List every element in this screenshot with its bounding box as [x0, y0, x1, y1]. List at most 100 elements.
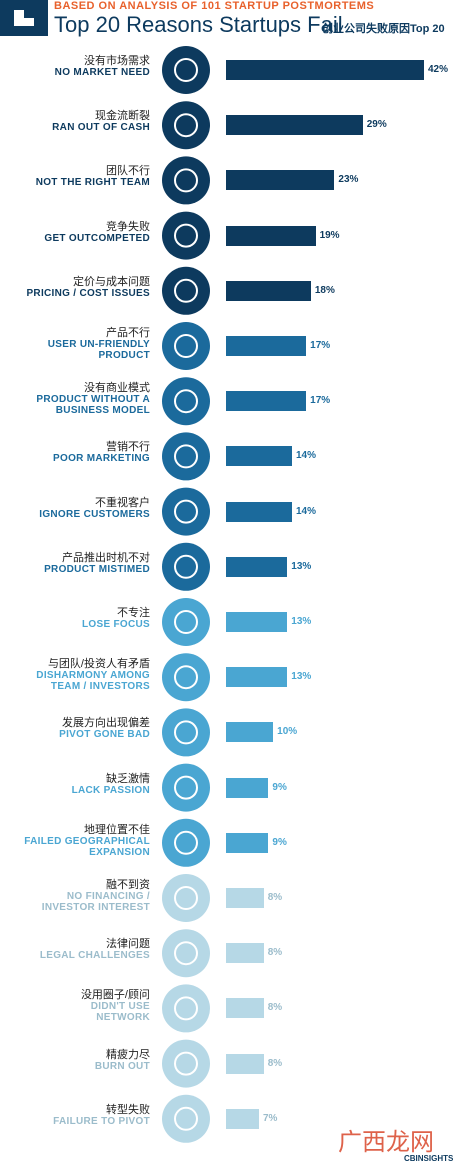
value-label: 14%	[296, 505, 317, 517]
bar	[226, 115, 363, 136]
icon-detail	[174, 389, 198, 414]
label-cn: 融不到资	[106, 879, 150, 891]
label-en: LEGAL CHALLENGES	[39, 950, 150, 962]
value-label: 8%	[267, 1002, 283, 1014]
icon	[162, 653, 210, 702]
value-label: 14%	[296, 450, 317, 462]
label-en: BURN OUT	[94, 1060, 150, 1072]
icon-detail	[174, 610, 198, 634]
icon-detail	[174, 941, 198, 966]
label-cn: 法律问题	[106, 938, 150, 951]
value-label: 19%	[319, 229, 340, 241]
bar	[226, 888, 264, 908]
label-cn: 缺乏激情	[106, 772, 150, 785]
icon-detail	[174, 720, 198, 745]
value-label: 9%	[272, 836, 287, 848]
label-cn: 营销不行	[106, 441, 150, 454]
bar	[226, 667, 288, 688]
icon	[162, 1094, 210, 1143]
label-cn: 现金流断裂	[95, 110, 150, 123]
label-en: FAILED GEOGRAPHICAL EXPANSION	[24, 835, 150, 858]
label-cn: 发展方向出现偏差	[62, 717, 150, 730]
icon	[162, 266, 210, 315]
icon-detail	[174, 499, 198, 524]
bar	[226, 170, 335, 191]
icon-detail	[174, 996, 198, 1021]
value-label: 13%	[291, 671, 312, 683]
value-label: 17%	[310, 340, 331, 351]
icon	[162, 101, 210, 150]
icon	[162, 377, 210, 426]
icon-detail	[174, 1051, 198, 1076]
value-label: 9%	[272, 781, 287, 793]
bar	[226, 446, 292, 467]
label-cn: 地理位置不佳	[84, 823, 150, 836]
label-en: USER UN-FRIENDLY PRODUCT	[47, 339, 150, 361]
label-cn: 与团队/投资人有矛盾	[47, 658, 150, 671]
value-label: 29%	[366, 119, 387, 131]
icon	[162, 156, 210, 205]
bar	[226, 777, 269, 798]
label-en: LOSE FOCUS	[81, 619, 150, 630]
bar	[226, 501, 292, 522]
label-cn: 产品不行	[106, 327, 150, 339]
label-cn: 没有商业模式	[84, 382, 150, 395]
value-label: 8%	[267, 947, 283, 959]
icon-detail	[174, 334, 198, 358]
bar	[226, 943, 264, 964]
label-en: PRICING / COST ISSUES	[26, 287, 150, 299]
bar	[226, 391, 307, 412]
icon-detail	[174, 223, 198, 248]
label-en: DISHARMONY AMONG TEAM / INVESTORS	[36, 670, 150, 693]
icon-detail	[174, 58, 198, 82]
chart-title: Top 20 Reasons Startups Fail	[54, 12, 343, 37]
label-en: NOT THE RIGHT TEAM	[35, 177, 150, 189]
label-cn: 不专注	[117, 607, 150, 619]
label-cn: 精疲力尽	[106, 1048, 150, 1061]
icon	[162, 763, 210, 812]
label-en: PIVOT GONE BAD	[59, 729, 150, 741]
value-label: 8%	[267, 892, 283, 903]
chart-title-cn: 创业公司失败原因Top 20	[322, 23, 445, 35]
label-en: RAN OUT OF CASH	[52, 122, 150, 134]
label-cn: 不重视客户	[95, 496, 150, 509]
icon	[162, 432, 210, 481]
label-en: IGNORE CUSTOMERS	[39, 508, 150, 520]
icon	[162, 818, 210, 867]
icon-detail	[174, 554, 198, 579]
icon	[162, 984, 210, 1033]
icon-detail	[174, 665, 198, 690]
bar	[226, 998, 264, 1019]
label-en: POOR MARKETING	[53, 453, 150, 465]
icon	[162, 542, 210, 591]
value-label: 10%	[277, 726, 298, 738]
bar	[226, 1108, 259, 1129]
label-en: NO FINANCING / INVESTOR INTEREST	[41, 891, 150, 913]
bar	[226, 1053, 264, 1074]
watermark: 广西龙网	[338, 1129, 434, 1156]
label-cn: 竞争失败	[106, 220, 150, 233]
value-label: 42%	[428, 64, 449, 75]
value-label: 13%	[291, 616, 312, 627]
bar	[226, 722, 274, 743]
bar	[226, 556, 288, 577]
icon-detail	[174, 113, 198, 138]
icon	[162, 487, 210, 536]
bar	[226, 336, 307, 356]
bar	[226, 832, 269, 853]
value-label: 7%	[263, 1112, 278, 1124]
label-cn: 转型失败	[106, 1103, 150, 1116]
value-label: 8%	[267, 1057, 283, 1069]
icon	[162, 874, 210, 922]
label-en: DIDN'T USE NETWORK	[90, 1001, 150, 1024]
bar	[226, 612, 288, 632]
label-en: GET OUTCOMPETED	[44, 232, 150, 244]
icon-detail	[174, 830, 198, 855]
value-label: 18%	[314, 284, 335, 296]
label-en: FAILURE TO PIVOT	[53, 1115, 150, 1127]
label-en: PRODUCT MISTIMED	[44, 563, 150, 575]
label-en: NO MARKET NEED	[54, 67, 150, 78]
value-label: 17%	[310, 395, 331, 407]
icon-detail	[174, 775, 198, 800]
